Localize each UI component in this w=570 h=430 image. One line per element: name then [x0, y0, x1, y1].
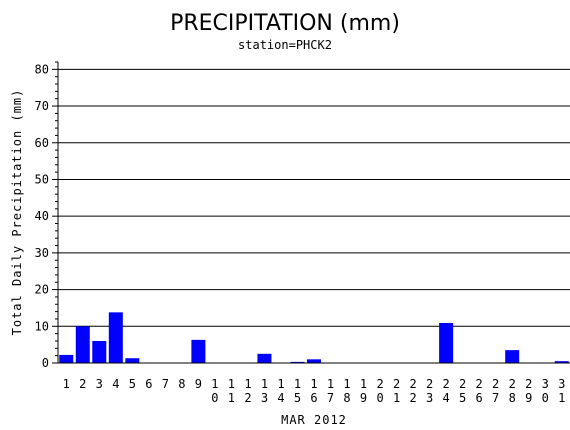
y-tick-label: 60: [35, 136, 49, 150]
y-tick-label: 70: [35, 99, 49, 113]
y-axis-ticks: 0 10 20 30 40 50 60 70 80: [35, 61, 58, 370]
x-tick-label: 6: [145, 377, 152, 391]
bar-series: [59, 312, 569, 363]
x-tick-label: 4: [112, 377, 119, 391]
y-axis-label: Total Daily Precipitation (mm): [10, 89, 24, 336]
y-tick-label: 40: [35, 209, 49, 223]
bar: [554, 361, 569, 363]
x-axis-label: MAR 2012: [281, 413, 347, 427]
bar: [307, 359, 321, 363]
x-axis-ticks: 1 2 3 4 5 6 7 8 9 1 01 11 21 31 41 51 61 71 81 92 02 12 22 32 42…: [63, 377, 566, 405]
bar: [125, 358, 140, 363]
x-tick-label: 7: [162, 377, 169, 391]
x-tick-label: 5: [129, 377, 136, 391]
bar: [439, 322, 454, 363]
x-tick-label: 8: [178, 377, 185, 391]
x-tick-label: 2: [79, 377, 86, 391]
bar: [75, 326, 90, 363]
y-tick-label: 10: [35, 319, 49, 333]
bar: [505, 350, 520, 363]
chart-subtitle: station=PHCK2: [238, 38, 332, 52]
bar: [191, 339, 206, 363]
x-tick-label: 9: [195, 377, 202, 391]
chart-title: PRECIPITATION (mm): [170, 11, 400, 36]
x-tick-label: 3: [96, 377, 103, 391]
bar: [59, 354, 74, 363]
y-tick-label: 80: [35, 62, 49, 76]
x-tick-label: 1: [63, 377, 70, 391]
bar: [290, 361, 305, 363]
y-tick-label: 50: [35, 172, 49, 186]
grid-lines: [58, 68, 570, 327]
bar: [92, 340, 107, 363]
y-tick-label: 0: [42, 356, 49, 370]
bar: [108, 312, 123, 363]
y-tick-label: 20: [35, 283, 49, 297]
y-tick-label: 30: [35, 246, 49, 260]
bar: [257, 353, 272, 363]
axes: [57, 62, 570, 364]
